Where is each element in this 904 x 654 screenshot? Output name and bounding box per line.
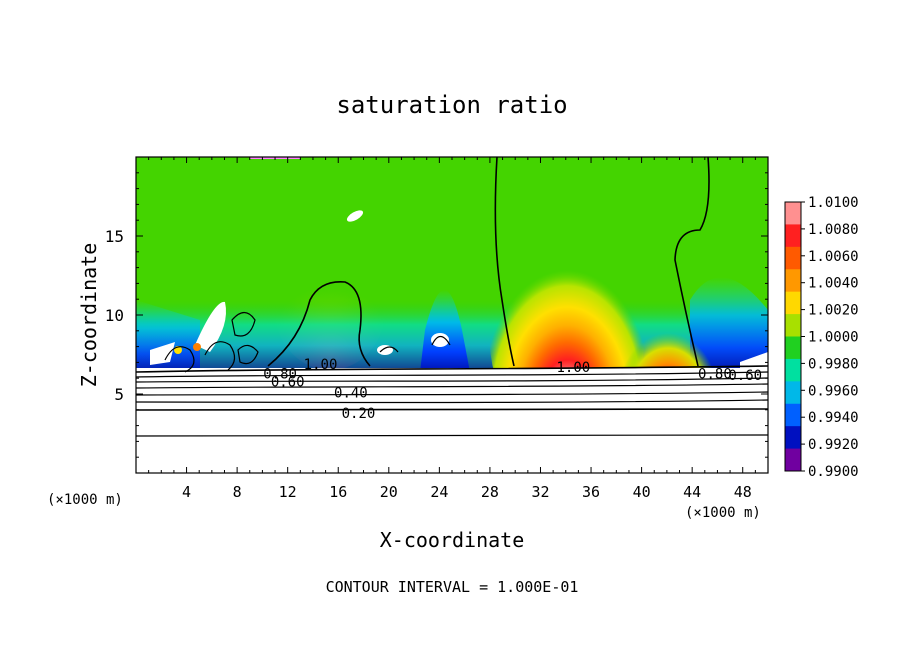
contour-label: 0.80 [263,366,297,382]
contour-label: 1.00 [304,357,338,373]
x-tick-label: 4 [182,483,191,501]
x-tick-label: 36 [582,483,600,501]
heatmap-field [136,157,768,473]
colorbar-swatch [785,314,801,337]
x-unit-left: (×1000 m) [47,492,123,508]
colorbar-swatch [785,448,801,472]
y-axis: 5 10 15 [105,172,768,458]
x-tick-label: 48 [734,483,752,501]
x-tick-label: 8 [233,483,242,501]
colorbar-swatch [785,224,801,248]
colorbar-label: 0.9940 [808,410,859,426]
colorbar: 1.0100 1.0080 1.0060 1.0040 1.0020 1.0000 0.99… [784,195,859,480]
colorbar-label: 1.0020 [808,303,859,319]
x-tick-label: 28 [481,483,499,501]
y-tick-label: 5 [114,385,124,404]
colorbar-swatch [785,202,801,225]
x-tick-label: 32 [531,483,549,501]
y-tick-label: 10 [105,306,124,325]
contour-label: 1.00 [556,360,590,376]
colorbar-swatch [785,246,801,270]
contour-label: 0.80 [698,366,732,382]
contour-labels: 1.000.800.600.400.201.00 0.800.60 [263,357,762,422]
colorbar-swatch [785,269,801,293]
y-tick-label: 15 [105,227,124,246]
colorbar-swatch [785,291,801,315]
x-tick-label: 16 [329,483,347,501]
contour-label: 0.60 [271,374,305,390]
colorbar-label: 1.0000 [808,330,859,346]
colorbar-swatch [785,381,801,405]
colorbar-label: 0.9960 [808,383,859,399]
x-axis: 4 8 12 16 20 24 28 32 36 40 44 48 [148,157,756,501]
x-unit-right: (×1000 m) [685,505,761,521]
x-tick-label: 40 [633,483,651,501]
colorbar-label: 1.0060 [808,249,859,265]
contour-label: 0.40 [334,385,368,401]
chart-title: saturation ratio [336,91,567,119]
colorbar-swatch [785,426,801,450]
colorbar-swatch [785,358,801,382]
x-tick-label: 12 [279,483,297,501]
x-tick-label: 20 [380,483,398,501]
colorbar-label: 0.9920 [808,437,859,453]
colorbar-swatch [785,336,801,360]
y-axis-label: Z-coordinate [77,243,101,388]
colorbar-swatch [785,403,801,427]
x-axis-label: X-coordinate [380,528,525,552]
contour-label: 0.60 [728,368,762,384]
contour-lines [136,157,768,437]
colorbar-label: 0.9900 [808,464,859,480]
contour-interval-note: CONTOUR INTERVAL = 1.000E-01 [326,578,579,596]
colorbar-label: 1.0080 [808,222,859,238]
colorbar-label: 0.9980 [808,356,859,372]
contour-label: 0.20 [342,406,376,422]
colorbar-label: 1.0040 [808,276,859,292]
colorbar-label: 1.0100 [808,195,859,211]
x-tick-label: 44 [683,483,701,501]
x-tick-label: 24 [430,483,448,501]
